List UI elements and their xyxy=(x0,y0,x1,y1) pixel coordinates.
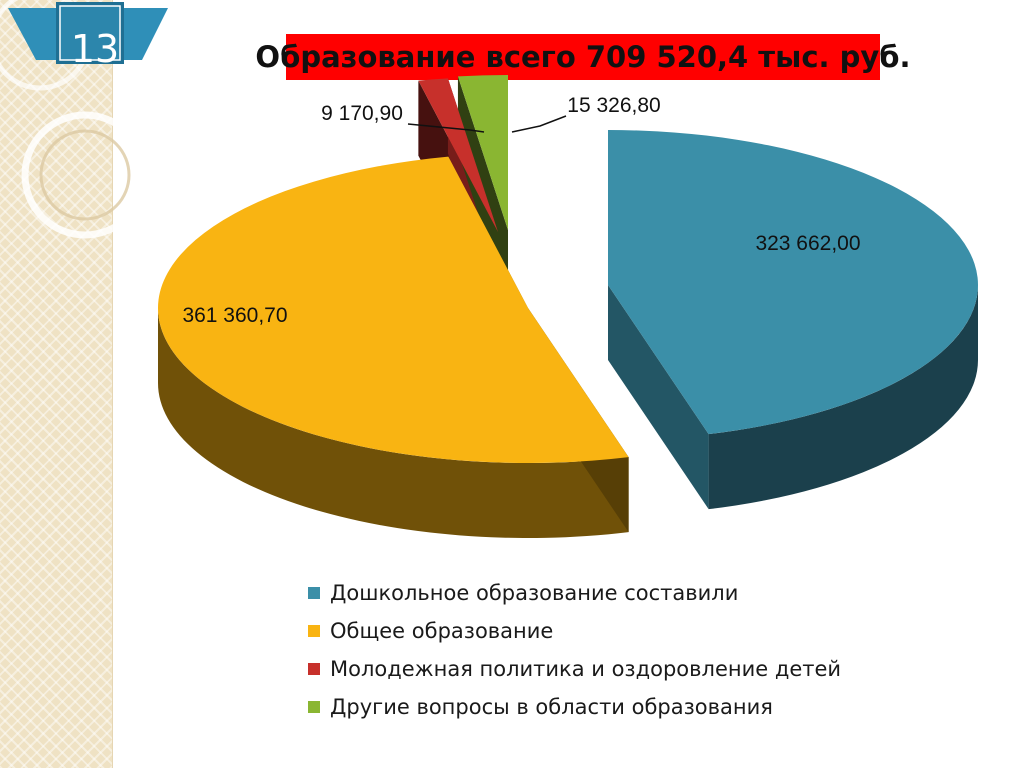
legend: Дошкольное образование составили Общее об… xyxy=(308,574,841,726)
pie-slice-cut-1-2 xyxy=(608,285,709,510)
data-label-4: 15 326,80 xyxy=(567,94,660,117)
legend-item: Другие вопросы в области образования xyxy=(308,688,841,726)
leader-line-3 xyxy=(407,123,485,133)
legend-swatch xyxy=(308,587,320,599)
decorative-side-band xyxy=(0,0,113,768)
data-label-1: 323 662,00 xyxy=(755,232,860,255)
slide-number-ribbon xyxy=(8,2,168,64)
pie-slice-1 xyxy=(608,130,978,435)
title-box: Образование всего 709 520,4 тыс. руб. xyxy=(255,34,911,80)
legend-label: Молодежная политика и оздоровление детей xyxy=(330,657,842,681)
pie-data-labels: 323 662,00 361 360,70 9 170,90 15 326,80 xyxy=(182,94,860,327)
legend-item: Молодежная политика и оздоровление детей xyxy=(308,650,841,688)
legend-swatch xyxy=(308,625,320,637)
chart-title: Образование всего 709 520,4 тыс. руб. xyxy=(255,40,911,74)
legend-label: Общее образование xyxy=(330,619,554,643)
pie-slice-3 xyxy=(418,78,498,232)
legend-item: Общее образование xyxy=(308,612,841,650)
leader-line-4 xyxy=(511,115,567,133)
legend-item: Дошкольное образование составили xyxy=(308,574,841,612)
data-label-3: 9 170,90 xyxy=(321,102,403,125)
legend-label: Дошкольное образование составили xyxy=(330,581,739,605)
pie-slice-tops xyxy=(158,75,978,463)
pie-slice-4 xyxy=(457,75,508,230)
slide-number: 13 xyxy=(70,27,120,71)
pie-slice-2 xyxy=(158,156,629,463)
pie-slice-wall-2 xyxy=(158,308,629,538)
legend-label: Другие вопросы в области образования xyxy=(330,695,773,719)
legend-swatch xyxy=(308,701,320,713)
data-label-2: 361 360,70 xyxy=(182,304,287,327)
pie-slice-wall-1 xyxy=(708,285,978,510)
legend-swatch xyxy=(308,663,320,675)
